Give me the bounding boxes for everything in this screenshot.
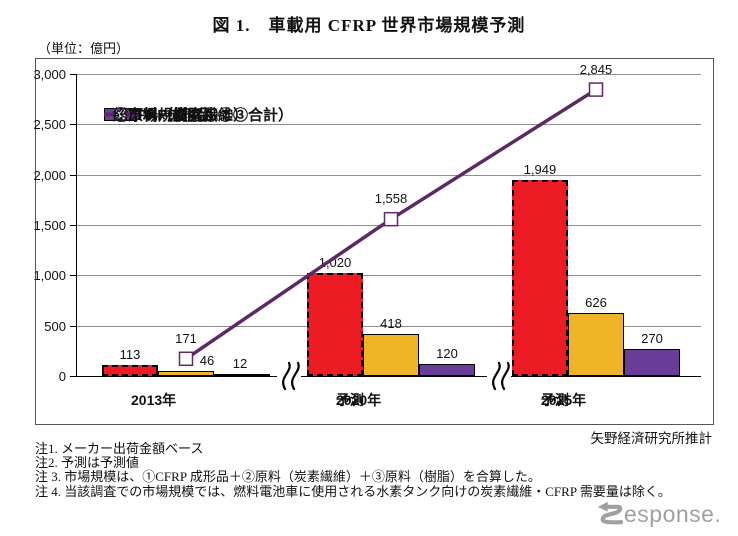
footnotes: 注1. メーカー出荷金額ベース 注2. 予測は予測値 注 3. 市場規模は、①C… bbox=[35, 441, 671, 499]
category-forecast: 予測 bbox=[541, 392, 569, 408]
y-axis-line bbox=[76, 74, 77, 376]
source-attribution: 矢野経済研究所推計 bbox=[590, 431, 713, 446]
y-axis-tick bbox=[70, 124, 76, 126]
gridline bbox=[76, 74, 701, 75]
gridline bbox=[76, 275, 701, 277]
bar-2-cat-1 bbox=[158, 371, 214, 376]
x-axis-line bbox=[76, 376, 701, 377]
category-forecast: 予測 bbox=[336, 392, 364, 408]
category-year: 2020年 bbox=[336, 392, 382, 408]
bar-1-cat-2 bbox=[307, 273, 363, 376]
bar-3-cat-3 bbox=[624, 348, 680, 376]
total-value-label: 171 bbox=[175, 330, 197, 346]
bar-value-label: 1,949 bbox=[523, 161, 557, 177]
y-axis-tick bbox=[70, 325, 76, 327]
bar-3-cat-2 bbox=[419, 363, 475, 376]
y-tick-label: 500 bbox=[44, 318, 66, 334]
legend-label: ②原料（炭素繊維） bbox=[113, 106, 249, 124]
category-year: 2013年 bbox=[131, 392, 177, 408]
bar-value-label: 12 bbox=[232, 356, 248, 371]
y-tick-label: 2,000 bbox=[33, 167, 66, 183]
total-value-label: 2,845 bbox=[579, 61, 613, 77]
legend-label: ③原料（樹脂） bbox=[113, 106, 219, 124]
bar-value-label: 120 bbox=[436, 345, 458, 361]
footnote-3: 注 3. 市場規模は、①CFRP 成形品＋②原料（炭素繊維）＋③原料（樹脂）を合… bbox=[35, 469, 541, 485]
unit-label: （単位：億円） bbox=[38, 41, 130, 56]
gridline bbox=[76, 174, 701, 176]
y-tick-label: 3,000 bbox=[33, 67, 66, 82]
legend-label: 総市場規模（①②③合計） bbox=[113, 106, 294, 124]
bar-value-label: 1,020 bbox=[318, 255, 352, 271]
y-axis-tick bbox=[70, 376, 76, 377]
bar-1-cat-1 bbox=[102, 364, 158, 376]
y-axis-tick bbox=[70, 174, 76, 176]
chart-legend: ①CFRP成形品 ②原料（炭素繊維） ③原料（樹脂） 総市場規模（①②③合計） bbox=[94, 95, 293, 124]
bar-value-label: 270 bbox=[641, 330, 663, 346]
y-axis-tick bbox=[70, 74, 76, 75]
y-tick-label: 1,000 bbox=[33, 268, 66, 284]
bar-2-cat-3 bbox=[568, 312, 624, 376]
legend-label: ①CFRP成形品 bbox=[113, 106, 213, 124]
gridline bbox=[76, 225, 701, 226]
bar-3-cat-1 bbox=[214, 374, 270, 376]
bar-1-cat-3 bbox=[512, 179, 568, 376]
y-axis-tick bbox=[70, 275, 76, 277]
response-logo-icon bbox=[597, 501, 623, 525]
legend-line-marker-icon bbox=[104, 107, 138, 121]
chart-area: 0 500 1,000 1,500 2,000 2,500 3,000 113 46 12 2013… bbox=[33, 58, 714, 425]
y-axis-tick bbox=[70, 225, 76, 226]
footnote-4: 注 4. 当該調査での市場規模では、燃料電池車に使用される水素タンク向けの炭素繊… bbox=[35, 483, 671, 499]
response-watermark: esponse. bbox=[596, 501, 736, 528]
footnote-2: 注2. 予測は予測値 bbox=[35, 455, 140, 471]
bar-value-label: 113 bbox=[119, 346, 141, 362]
bar-value-label: 418 bbox=[380, 315, 402, 331]
watermark-text: esponse. bbox=[624, 501, 722, 527]
y-tick-label: 0 bbox=[58, 369, 66, 384]
y-tick-label: 1,500 bbox=[33, 218, 66, 233]
footnote-1: 注1. メーカー出荷金額ベース bbox=[35, 441, 204, 456]
y-tick-label: 2,500 bbox=[33, 117, 66, 133]
category-year: 2025年 bbox=[541, 392, 587, 408]
figure-title: 図 1. 車載用 CFRP 世界市場規模予測 bbox=[212, 16, 526, 35]
total-value-label: 1,558 bbox=[374, 191, 408, 207]
bar-value-label: 626 bbox=[585, 294, 607, 310]
bar-2-cat-2 bbox=[363, 333, 419, 376]
